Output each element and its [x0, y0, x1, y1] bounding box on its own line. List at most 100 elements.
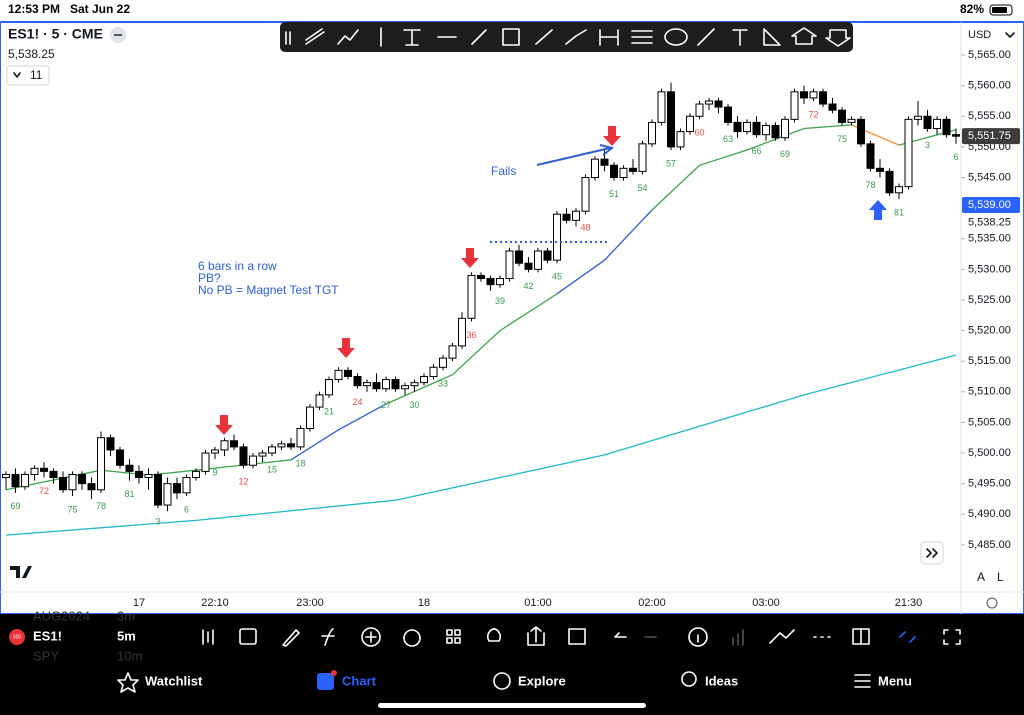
- log-scale[interactable]: L: [997, 570, 1004, 584]
- x-tick-label: 22:10: [201, 597, 229, 609]
- x-tick-label: 01:00: [524, 597, 552, 609]
- symbol-title[interactable]: ES1! · 5 · CME: [8, 26, 103, 42]
- candle-body: [173, 483, 181, 494]
- candle-body: [315, 394, 324, 408]
- candle-body: [923, 115, 932, 130]
- candle-body: [277, 443, 286, 448]
- candle-body: [325, 379, 333, 396]
- y-tick-label: 5,535.00: [968, 233, 1011, 245]
- x-tick-label: 21:30: [895, 597, 923, 609]
- candle-body: [914, 115, 922, 120]
- annotation: PB?: [198, 271, 221, 285]
- chart-tools[interactable]: [202, 626, 961, 647]
- currency-box[interactable]: [962, 24, 1022, 46]
- candle-body: [581, 177, 590, 212]
- annotation: 6 bars in a row: [198, 259, 277, 273]
- bar-count: 75: [67, 504, 77, 514]
- candle-body: [876, 167, 884, 172]
- chart-icon[interactable]: [317, 673, 334, 690]
- candle-body: [543, 250, 552, 261]
- tab-label[interactable]: Menu: [878, 673, 912, 688]
- scroll-button[interactable]: [920, 541, 944, 565]
- candle-body: [553, 213, 561, 261]
- menu-icon[interactable]: [854, 674, 871, 688]
- candle-body: [857, 118, 865, 145]
- candle-body: [458, 317, 466, 347]
- bar-count: 9: [212, 468, 217, 478]
- x-tick-label: 02:00: [638, 597, 666, 609]
- drawing-tools[interactable]: [285, 27, 851, 47]
- candle-body: [49, 470, 58, 479]
- candle-body: [401, 385, 409, 390]
- candle-body: [125, 464, 134, 472]
- bar-count: 36: [466, 330, 476, 340]
- candle-body: [372, 382, 381, 390]
- candle-body: [268, 446, 276, 454]
- candle-body: [657, 91, 666, 123]
- drawing-toolbar: [280, 22, 853, 52]
- x-tick-label: 17: [133, 597, 145, 609]
- bar-count: 33: [438, 379, 448, 389]
- y-tick-label: 5,505.00: [968, 416, 1011, 428]
- tab-label[interactable]: Chart: [342, 673, 377, 688]
- watchlist-icon[interactable]: [117, 672, 139, 693]
- plot: 5,565.005,560.005,555.005,550.005,545.00…: [2, 49, 1011, 609]
- currency[interactable]: USD: [968, 29, 991, 41]
- home-indicator: [378, 703, 646, 708]
- candle-body: [230, 440, 238, 448]
- bar-count: 21: [324, 406, 334, 416]
- interval[interactable]: 5m: [117, 628, 136, 643]
- candle-body: [714, 100, 723, 108]
- candle-body: [448, 345, 457, 359]
- candle-body: [201, 452, 210, 472]
- y-tick-label: 5,530.00: [968, 263, 1011, 275]
- candle-body: [866, 143, 875, 169]
- y-tick-label: 5,560.00: [968, 80, 1011, 92]
- battery-fill: [992, 7, 1007, 13]
- candle-body: [695, 103, 704, 117]
- candle-body: [591, 158, 599, 179]
- bottom-panel: [0, 614, 1024, 715]
- tab-label[interactable]: Ideas: [705, 673, 738, 688]
- bar-count: 78: [96, 501, 106, 511]
- tab-label[interactable]: Watchlist: [145, 673, 203, 688]
- auto-scale[interactable]: A: [977, 570, 985, 584]
- x-tick-label: 18: [418, 597, 430, 609]
- bar-count: 18: [295, 458, 305, 468]
- candle-body: [648, 121, 656, 145]
- annotation: Fails: [491, 164, 516, 178]
- candle-body: [11, 473, 20, 488]
- bar-count: 72: [808, 109, 818, 119]
- explore-icon[interactable]: [493, 672, 511, 690]
- price-label-box: [962, 214, 1020, 231]
- candle-body: [40, 467, 48, 472]
- candle-body: [220, 440, 229, 451]
- bar-count: 63: [723, 134, 733, 144]
- settings-icon[interactable]: [986, 597, 998, 609]
- candle-body: [676, 131, 685, 148]
- y-tick-label: 5,520.00: [968, 324, 1011, 336]
- y-tick-label: 5,485.00: [968, 539, 1011, 551]
- candle-body: [619, 167, 628, 179]
- candle-body: [382, 379, 390, 390]
- symbol[interactable]: ES1!: [33, 628, 62, 643]
- bar-count: 24: [352, 397, 362, 407]
- candle-body: [933, 118, 941, 130]
- candle-body: [420, 375, 428, 384]
- bar-count: 72: [39, 486, 49, 496]
- bar-count: 78: [865, 180, 875, 190]
- ideas-icon[interactable]: [681, 671, 697, 687]
- bar-count: 51: [609, 189, 619, 199]
- symbol-badge-text: 500: [13, 634, 22, 640]
- bar-count: 69: [10, 501, 20, 511]
- bar-count: 3: [925, 140, 930, 150]
- bar-count: 39: [495, 296, 505, 306]
- candle-body: [781, 118, 789, 139]
- indicator-badge[interactable]: [6, 65, 50, 86]
- candle-body: [439, 357, 447, 368]
- candle-body: [116, 449, 124, 466]
- tab-label[interactable]: Explore: [518, 673, 566, 688]
- candle-body: [790, 91, 799, 120]
- candle-body: [505, 250, 514, 280]
- y-tick-label: 5,510.00: [968, 386, 1011, 398]
